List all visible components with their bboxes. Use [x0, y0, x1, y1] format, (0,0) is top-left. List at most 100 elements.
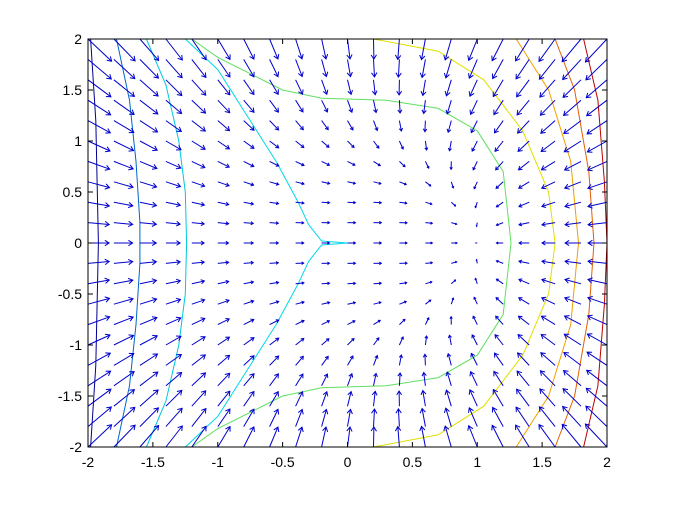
quiver-arrowhead: [151, 278, 158, 285]
quiver-arrowhead: [564, 221, 570, 228]
quiver-arrow: [518, 297, 530, 305]
quiver-arrow: [243, 337, 255, 346]
quiver-arrowhead: [301, 201, 305, 205]
quiver-arrowhead: [105, 352, 112, 358]
quiver-arrow: [347, 160, 356, 166]
quiver-arrowhead: [225, 221, 230, 226]
quiver-arrow: [113, 407, 136, 427]
quiver-arrowhead: [106, 56, 113, 62]
quiver-arrowhead: [225, 318, 231, 323]
quiver-arrow: [518, 161, 530, 171]
quiver-arrow: [321, 140, 330, 148]
quiver-arrow: [347, 201, 356, 204]
quiver-arrow: [139, 425, 159, 448]
quiver-arrowhead: [396, 90, 403, 96]
quiver-arrow: [139, 201, 157, 207]
quiver-arrow: [494, 334, 504, 346]
quiver-arrowhead: [128, 334, 135, 340]
quiver-arrow: [564, 279, 582, 285]
quiver-arrow: [493, 371, 504, 387]
quiver-arrow: [517, 120, 530, 134]
quiver-arrowhead: [128, 296, 134, 303]
quiver-arrowhead: [540, 165, 547, 171]
quiver-arrow: [113, 222, 133, 225]
quiver-arrowhead: [275, 300, 280, 304]
quiver-arrowhead: [379, 220, 383, 225]
quiver-arrow: [564, 201, 582, 207]
quiver-arrow: [139, 79, 159, 97]
quiver-arrow: [424, 354, 426, 366]
quiver-arrowhead: [273, 426, 280, 433]
quiver-arrowhead: [449, 315, 453, 319]
quiver-arrow: [347, 338, 355, 346]
quiver-arrow: [445, 79, 452, 96]
quiver-arrow: [269, 140, 279, 149]
quiver-arrow: [139, 298, 157, 305]
quiver-arrowhead: [447, 334, 452, 339]
quiver-arrowhead: [518, 184, 523, 189]
quiver-arrow: [113, 334, 134, 346]
quiver-arrow: [518, 278, 530, 285]
quiver-arrowhead: [584, 423, 591, 429]
quiver-arrow: [87, 406, 112, 427]
y-tick-label: 1.5: [63, 82, 83, 98]
quiver-arrowhead: [175, 182, 182, 189]
quiver-arrow: [165, 99, 182, 114]
quiver-arrow: [295, 99, 304, 113]
quiver-arrow: [517, 334, 530, 346]
quiver-arrowhead: [249, 107, 255, 114]
quiver-arrowhead: [563, 351, 569, 358]
quiver-arrow: [347, 59, 351, 77]
quiver-arrowhead: [200, 90, 207, 96]
quiver-arrow: [321, 373, 328, 387]
quiver-arrowhead: [377, 319, 382, 323]
quiver-arrow: [191, 261, 205, 264]
quiver-arrowhead: [225, 279, 230, 285]
quiver-arrowhead: [495, 315, 500, 320]
quiver-arrow: [588, 260, 608, 264]
quiver-arrowhead: [541, 221, 546, 227]
y-tick-label: -0.5: [58, 286, 82, 302]
quiver-arrowhead: [249, 71, 255, 78]
quiver-arrowhead: [176, 126, 183, 133]
quiver-arrowhead: [250, 221, 255, 226]
quiver-arrow: [563, 120, 582, 134]
quiver-arrowhead: [491, 424, 497, 431]
quiver-arrow: [217, 336, 230, 346]
quiver-arrowhead: [518, 222, 523, 227]
quiver-arrowhead: [379, 261, 383, 266]
quiver-arrow: [191, 408, 207, 427]
x-tick-label: 1.5: [532, 454, 552, 470]
quiver-arrow: [321, 320, 330, 326]
quiver-arrow: [421, 408, 426, 427]
quiver-arrow: [373, 140, 380, 149]
quiver-arrowhead: [322, 71, 329, 78]
quiver-arrowhead: [175, 278, 182, 285]
quiver-arrow: [321, 338, 330, 346]
quiver-arrow: [295, 38, 303, 59]
quiver-arrow: [492, 389, 504, 407]
quiver-arrowhead: [402, 318, 406, 322]
quiver-arrowhead: [200, 108, 207, 114]
quiver-arrowhead: [274, 355, 280, 361]
quiver-arrowhead: [225, 71, 231, 78]
quiver-arrowhead: [587, 184, 593, 190]
quiver-arrow: [243, 391, 255, 407]
quiver-arrow: [217, 222, 229, 225]
quiver-arrow: [269, 319, 280, 326]
quiver-arrow: [139, 317, 158, 326]
quiver-arrowhead: [563, 146, 570, 153]
quiver-arrow: [139, 181, 157, 188]
quiver-arrowhead: [403, 300, 408, 304]
quiver-arrowhead: [404, 261, 408, 265]
quiver-arrow: [191, 59, 207, 78]
quiver-arrow: [243, 140, 255, 149]
quiver-arrow: [496, 260, 504, 264]
quiver-arrow: [217, 261, 229, 264]
quiver-arrow: [269, 79, 279, 95]
quiver-arrow: [347, 100, 353, 113]
quiver-arrow: [113, 389, 135, 407]
quiver-arrowhead: [249, 426, 255, 432]
quiver-arrow: [243, 300, 254, 305]
quiver-arrow: [541, 279, 556, 285]
